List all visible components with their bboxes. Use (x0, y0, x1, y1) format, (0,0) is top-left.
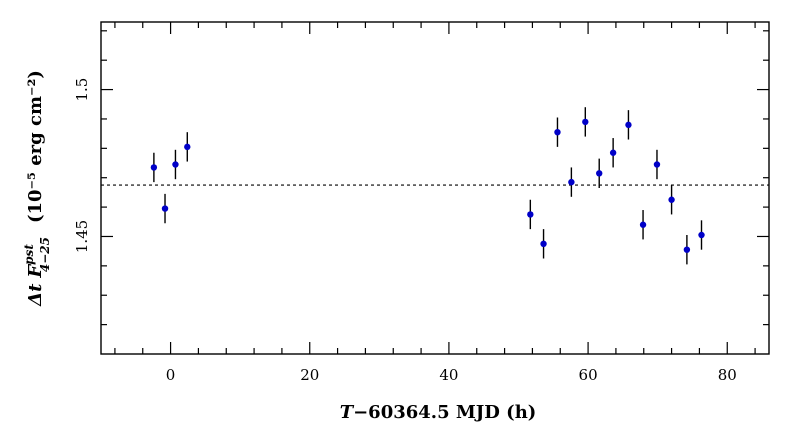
x-tick-label: 20 (300, 366, 319, 384)
y-tick-label: 1.45 (73, 220, 91, 253)
point-marker (683, 246, 691, 253)
data-point (150, 152, 158, 183)
point-marker (161, 205, 169, 212)
point-marker (653, 161, 661, 168)
x-tick-label: 0 (166, 366, 176, 384)
x-axis-ticks: 0 20 40 60 80 (114, 22, 756, 384)
y-axis-ticks: 1.45 1.5 (73, 30, 769, 326)
point-marker (150, 164, 158, 171)
point-marker (668, 196, 675, 203)
point-marker (596, 170, 603, 177)
x-axis-title: T−60364.5 MJD (h) (340, 402, 537, 423)
data-point (596, 158, 603, 188)
data-point (582, 107, 589, 137)
y-axis-title: ΔtFpst 4−25(10⁻⁵ erg cm⁻²) (22, 70, 52, 307)
point-marker (625, 121, 632, 129)
data-point (609, 138, 617, 168)
data-point (568, 167, 575, 197)
data-point (161, 193, 169, 224)
data-point (668, 185, 675, 215)
point-marker (554, 128, 561, 136)
data-point (527, 199, 534, 230)
plot-frame (100, 21, 770, 355)
data-point (639, 210, 647, 240)
data-point (184, 132, 191, 162)
point-marker (527, 211, 534, 218)
data-point (172, 149, 179, 180)
point-marker (184, 143, 191, 151)
data-point (554, 117, 561, 147)
point-marker (639, 221, 647, 228)
point-marker (568, 178, 575, 186)
x-tick-label: 40 (439, 366, 458, 384)
point-marker (582, 118, 589, 126)
data-point (653, 149, 661, 180)
y-tick-label: 1.5 (73, 78, 91, 102)
x-tick-label: 80 (718, 366, 737, 384)
data-point (540, 229, 547, 259)
point-marker (609, 149, 617, 156)
data-point (698, 220, 705, 250)
data-point (625, 110, 632, 140)
x-tick-label: 60 (579, 366, 598, 384)
point-marker (172, 161, 179, 168)
data-point (683, 235, 691, 265)
point-marker (540, 240, 547, 248)
data-points (150, 107, 705, 265)
point-marker (698, 231, 705, 239)
